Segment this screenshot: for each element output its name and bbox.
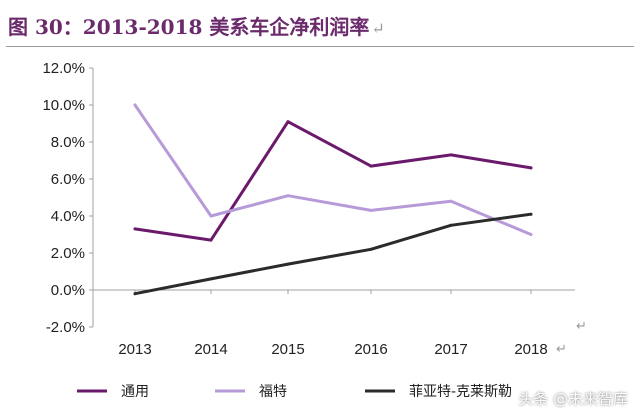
data-point bbox=[133, 227, 137, 231]
watermark: 头条 @未来智库 bbox=[518, 390, 628, 408]
x-tick-label: 2013 bbox=[118, 341, 151, 358]
chart-legend: 通用 福特 菲亚特-克莱斯勒 bbox=[77, 384, 512, 400]
data-point bbox=[286, 194, 290, 198]
data-point bbox=[449, 199, 453, 203]
figure-title: 图 30：2013-2018 美系车企净利润率 ↵ bbox=[8, 15, 385, 39]
axis-return-mark: ↵ bbox=[576, 319, 587, 334]
data-point bbox=[529, 212, 533, 216]
data-point bbox=[369, 164, 373, 168]
legend-label-1: 通用 bbox=[121, 384, 149, 400]
chart-series bbox=[133, 103, 533, 296]
chart-axes bbox=[89, 67, 575, 328]
data-point bbox=[286, 262, 290, 266]
data-point bbox=[529, 166, 533, 170]
data-point bbox=[449, 223, 453, 227]
y-tick-label: 8.0% bbox=[51, 134, 85, 151]
y-tick-label: 10.0% bbox=[42, 97, 85, 114]
y-tick-label: 0.0% bbox=[51, 282, 85, 299]
data-point bbox=[286, 120, 290, 124]
data-point bbox=[369, 208, 373, 212]
x-tick-label: 2014 bbox=[194, 341, 227, 358]
x-tick-label: 2015 bbox=[271, 341, 304, 358]
y-tick-label: 2.0% bbox=[51, 245, 85, 262]
chart-ticks: 12.0% 10.0% 8.0% 6.0% 4.0% 2.0% 0.0% -2.0% 2013 2… bbox=[42, 60, 586, 358]
data-point bbox=[449, 153, 453, 157]
y-tick-label: 4.0% bbox=[51, 208, 85, 225]
data-point bbox=[529, 233, 533, 236]
x-tick-label: 2017 bbox=[434, 341, 467, 358]
series-line-3 bbox=[133, 212, 533, 296]
data-point bbox=[209, 214, 213, 218]
legend-label-2: 福特 bbox=[259, 384, 287, 400]
series-line-2 bbox=[133, 103, 533, 236]
y-tick-label: 12.0% bbox=[42, 60, 85, 77]
data-point bbox=[133, 292, 137, 296]
y-tick-label: -2.0% bbox=[46, 319, 85, 336]
x-tick-label: 2018 bbox=[514, 341, 547, 358]
data-point bbox=[369, 247, 373, 251]
chart-header: 图 30：2013-2018 美系车企净利润率 ↵ bbox=[0, 0, 640, 47]
data-point bbox=[209, 277, 213, 281]
x-tick-label: 2016 bbox=[354, 341, 387, 358]
title-return-mark: ↵ bbox=[371, 19, 385, 38]
data-point bbox=[133, 103, 137, 107]
legend-label-3: 菲亚特-克莱斯勒 bbox=[409, 384, 512, 400]
header-rule bbox=[6, 46, 634, 47]
label-return-mark: ↵ bbox=[556, 342, 567, 357]
series-line-1 bbox=[133, 120, 533, 242]
y-tick-label: 6.0% bbox=[51, 171, 85, 188]
data-point bbox=[209, 238, 213, 242]
